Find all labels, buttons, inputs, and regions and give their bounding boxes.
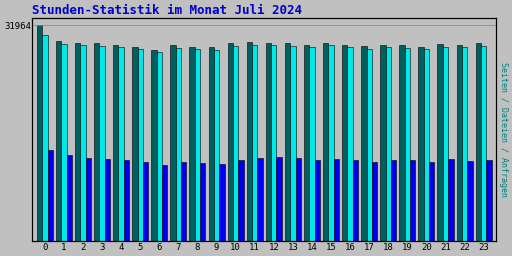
Bar [162, 165, 167, 241]
Bar [132, 47, 138, 241]
Bar [195, 49, 200, 241]
Bar [113, 45, 118, 241]
Bar [247, 42, 252, 241]
Bar [94, 43, 99, 241]
Bar [309, 47, 314, 241]
Bar [258, 158, 263, 241]
Bar [348, 47, 353, 241]
Bar [304, 45, 309, 241]
Bar [476, 43, 481, 241]
Bar [437, 44, 443, 241]
Bar [157, 52, 162, 241]
Bar [138, 49, 143, 241]
Bar [342, 45, 348, 241]
Bar [404, 48, 410, 241]
Bar [37, 25, 42, 241]
Bar [276, 157, 282, 241]
Bar [424, 49, 429, 241]
Bar [143, 162, 148, 241]
Bar [418, 47, 424, 241]
Bar [295, 158, 301, 241]
Bar [233, 46, 238, 241]
Bar [443, 47, 448, 241]
Bar [410, 160, 415, 241]
Bar [176, 48, 181, 241]
Bar [314, 160, 320, 241]
Bar [200, 163, 205, 241]
Bar [252, 45, 258, 241]
Bar [271, 45, 276, 241]
Bar [391, 160, 396, 241]
Bar [86, 158, 91, 241]
Bar [399, 45, 404, 241]
Bar [151, 50, 157, 241]
Bar [266, 43, 271, 241]
Bar [361, 46, 367, 241]
Bar [42, 35, 48, 241]
Bar [353, 160, 358, 241]
Bar [290, 46, 295, 241]
Bar [99, 46, 105, 241]
Bar [170, 45, 176, 241]
Bar [380, 45, 386, 241]
Bar [372, 162, 377, 241]
Bar [486, 160, 492, 241]
Bar [105, 159, 110, 241]
Bar [367, 49, 372, 241]
Bar [481, 46, 486, 241]
Bar [181, 162, 186, 241]
Bar [75, 43, 80, 241]
Bar [118, 47, 124, 241]
Bar [80, 45, 86, 241]
Bar [457, 45, 462, 241]
Bar [189, 47, 195, 241]
Bar [448, 159, 454, 241]
Bar [228, 43, 233, 241]
Bar [56, 41, 61, 241]
Bar [323, 43, 328, 241]
Bar [124, 160, 129, 241]
Bar [429, 162, 434, 241]
Bar [467, 161, 473, 241]
Bar [238, 160, 244, 241]
Bar [214, 50, 219, 241]
Bar [386, 47, 391, 241]
Bar [61, 44, 67, 241]
Y-axis label: Seiten / Dateien / Anfragen: Seiten / Dateien / Anfragen [499, 62, 508, 197]
Text: Stunden-Statistik im Monat Juli 2024: Stunden-Statistik im Monat Juli 2024 [32, 4, 303, 17]
Bar [328, 45, 334, 241]
Bar [334, 159, 339, 241]
Bar [48, 150, 53, 241]
Bar [285, 43, 290, 241]
Bar [67, 155, 72, 241]
Bar [462, 47, 467, 241]
Bar [208, 47, 214, 241]
Bar [219, 164, 225, 241]
